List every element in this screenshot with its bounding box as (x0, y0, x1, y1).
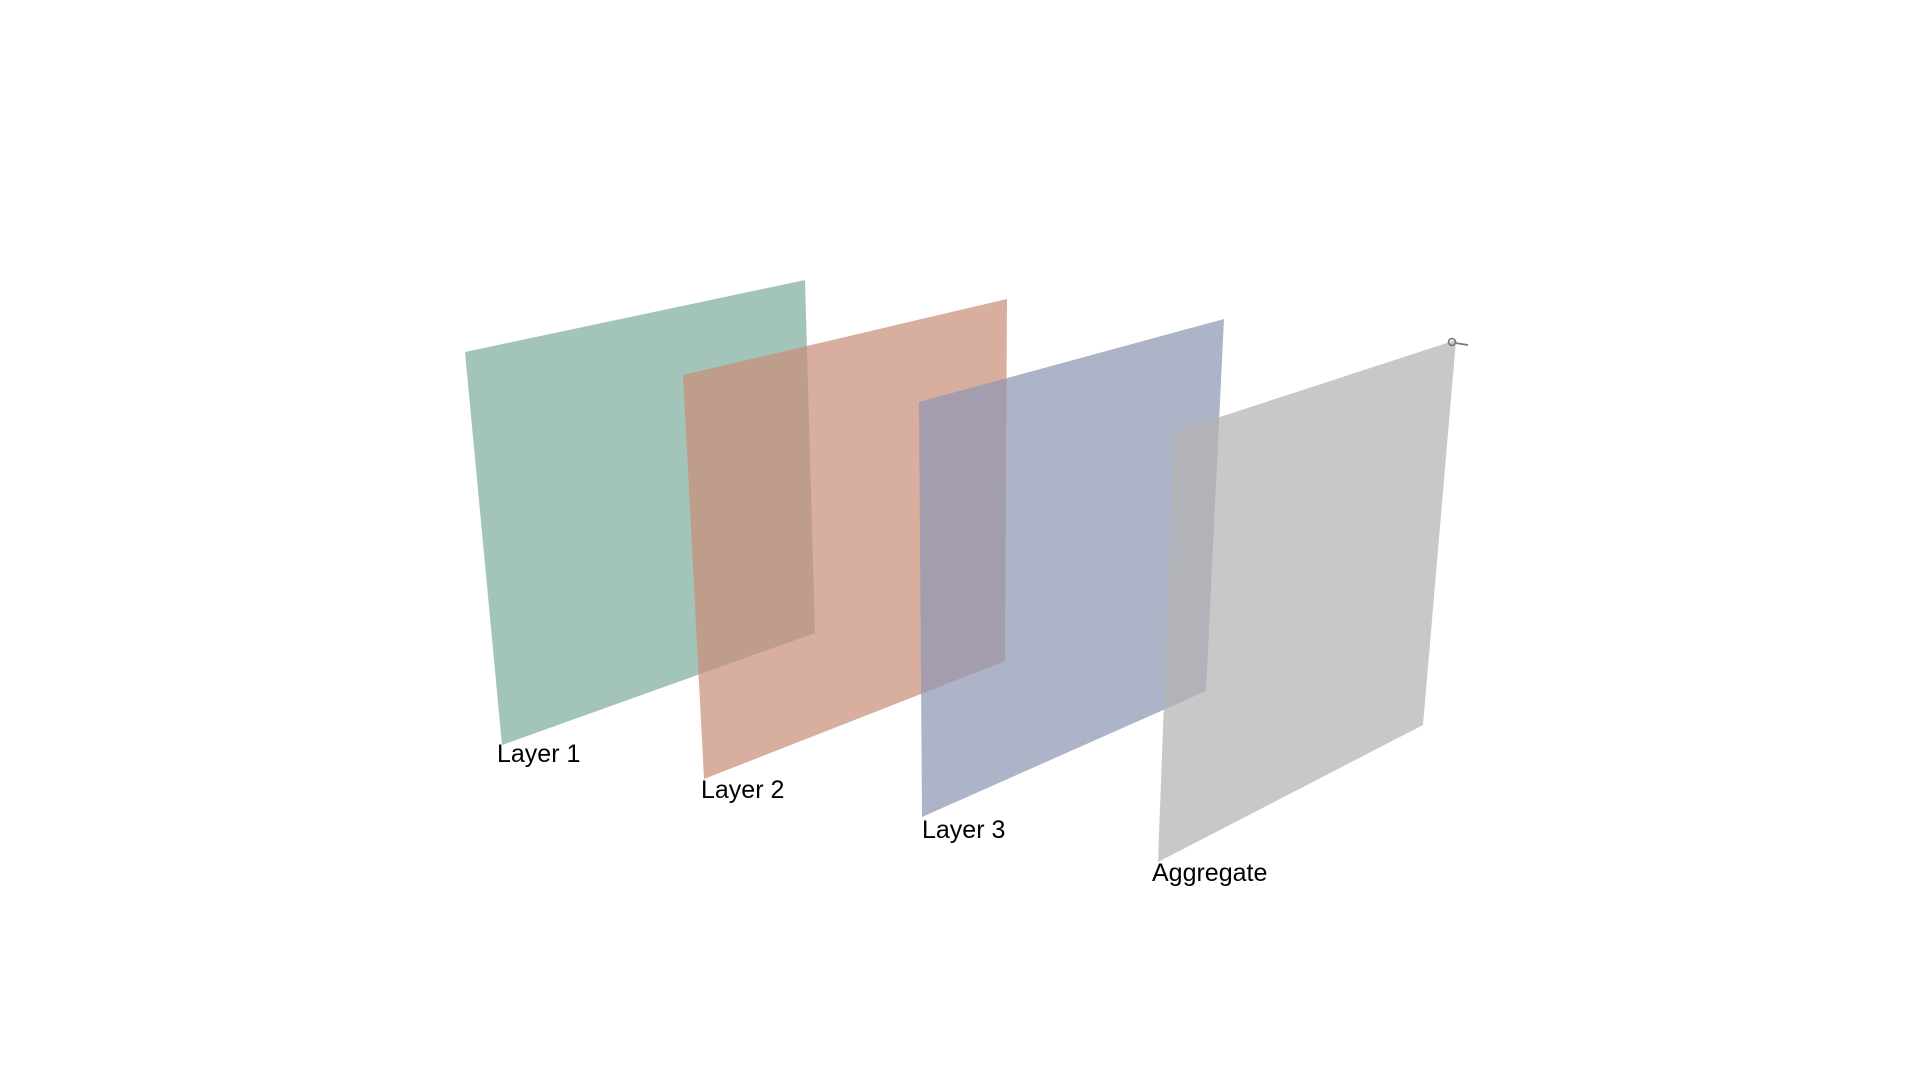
aggregate-plane (1158, 340, 1456, 862)
layer-3: Layer 3 (919, 319, 1224, 844)
aggregate-layer: Aggregate (1152, 340, 1456, 887)
layer-3-plane (919, 319, 1224, 817)
node-marker-icon (1447, 337, 1469, 347)
layer-2-label: Layer 2 (701, 776, 784, 804)
aggregate-label: Aggregate (1152, 859, 1267, 887)
layer-3-label: Layer 3 (922, 816, 1005, 844)
layer-1-label: Layer 1 (497, 740, 580, 768)
